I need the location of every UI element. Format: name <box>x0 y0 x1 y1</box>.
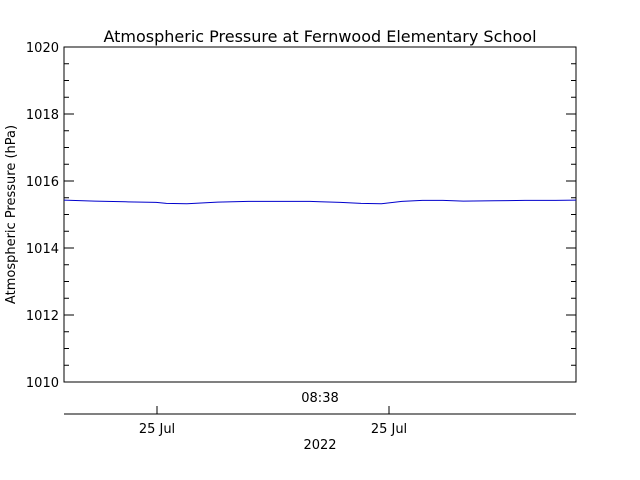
pressure-series-line <box>63 199 577 205</box>
time-annotation: 08:38 <box>301 391 338 406</box>
y-axis <box>64 46 576 383</box>
chart-title: Atmospheric Pressure at Fernwood Element… <box>103 27 536 46</box>
x-tick-label: 25 Jul <box>371 422 407 437</box>
y-tick-label: 1010 <box>26 376 59 391</box>
x-axis-label: 2022 <box>303 438 336 453</box>
y-tick-label: 1020 <box>26 41 59 56</box>
y-axis-label: Atmospheric Pressure (hPa) <box>4 125 19 304</box>
x-tick-label: 25 Jul <box>139 422 175 437</box>
y-tick-label: 1016 <box>26 175 59 190</box>
y-tick-labels: 1010 1012 1014 1016 1018 1020 <box>26 41 59 391</box>
plot-frame <box>63 46 577 383</box>
y-tick-label: 1018 <box>26 108 59 123</box>
y-tick-label: 1014 <box>26 242 59 257</box>
series-group <box>63 199 577 205</box>
y-tick-label: 1012 <box>26 309 59 324</box>
